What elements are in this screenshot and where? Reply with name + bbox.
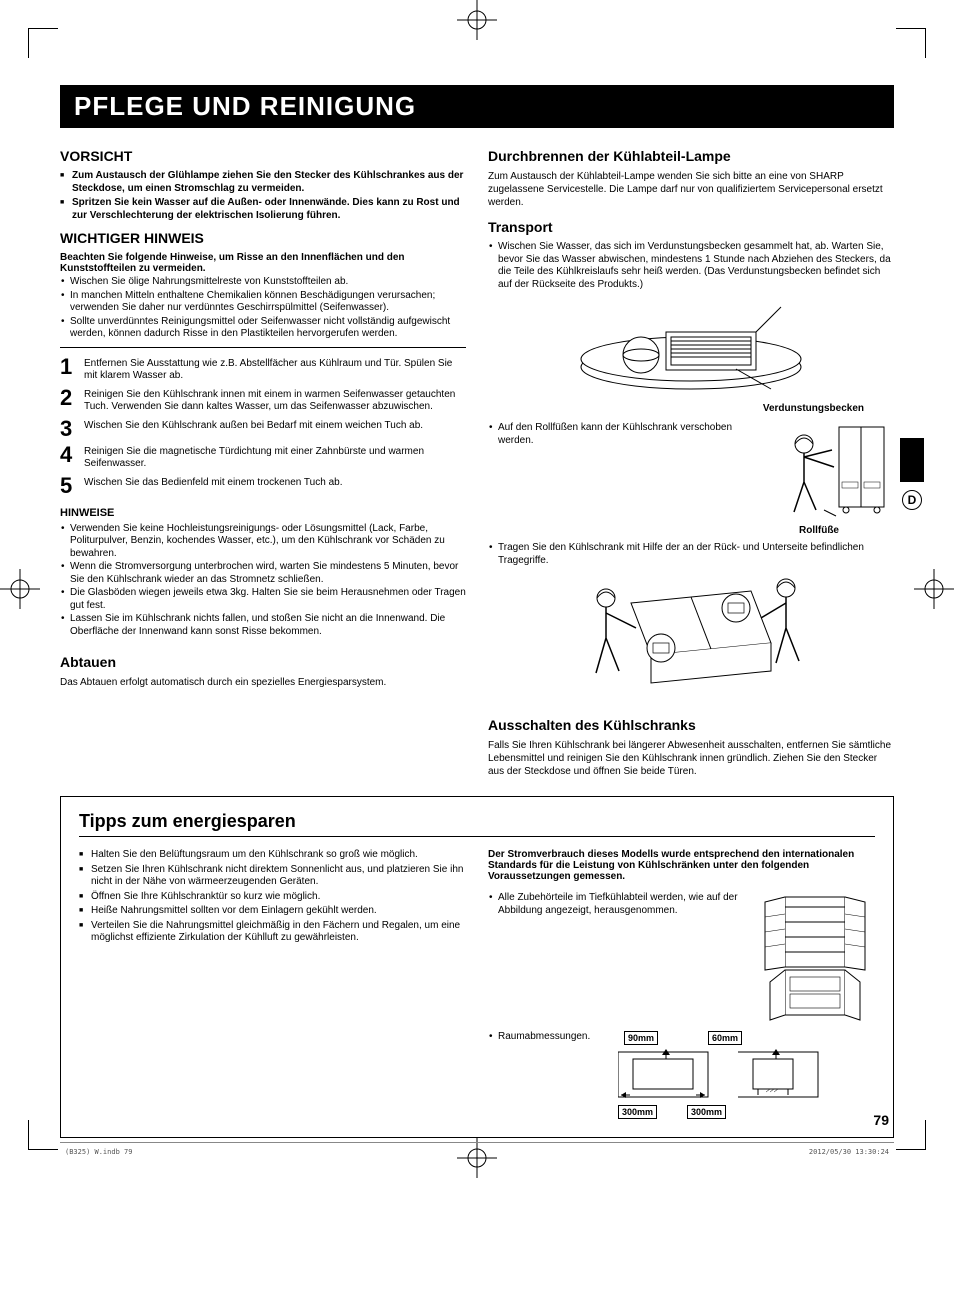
- transport-item: Auf den Rollfüßen kann der Kühlschrank v…: [488, 422, 756, 447]
- hinweise-heading: HINWEISE: [60, 507, 466, 519]
- step-number: 3: [60, 418, 78, 440]
- transport-b3: Tragen Sie den Kühlschrank mit Hilfe der…: [488, 542, 894, 567]
- tips-list: Halten Sie den Belüftungsraum um den Küh…: [79, 849, 466, 945]
- transport-b2: Auf den Rollfüßen kann der Kühlschrank v…: [488, 422, 756, 519]
- transport-b1: Wischen Sie Wasser, das sich im Verdunst…: [488, 241, 894, 291]
- dim-label: 300mm: [687, 1105, 726, 1119]
- page-title-bar: PFLEGE UND REINIGUNG: [60, 85, 894, 128]
- rollers-label: Rollfüße: [488, 525, 894, 536]
- evap-tray-figure: [488, 297, 894, 397]
- wichtig-bullet: Sollte unverdünntes Reinigungsmittel ode…: [60, 316, 466, 341]
- tips-heading: Tipps zum energiesparen: [79, 811, 875, 832]
- step-number: 2: [60, 387, 78, 414]
- separator: [60, 347, 466, 348]
- step-text: Reinigen Sie die magnetische Türdichtung…: [84, 444, 466, 471]
- ausschalten-body: Falls Sie Ihren Kühlschrank bei längerer…: [488, 739, 894, 778]
- wichtig-bullet: Wischen Sie ölige Nahrungsmittelreste vo…: [60, 276, 466, 289]
- left-column: VORSICHT Zum Austausch der Glühlampe zie…: [60, 148, 466, 784]
- cleaning-steps: 1Entfernen Sie Ausstattung wie z.B. Abst…: [60, 356, 466, 497]
- tips-right: Der Stromverbrauch dieses Modells wurde …: [488, 849, 875, 1119]
- hinweise-item: Verwenden Sie keine Hochleistungsreinigu…: [60, 523, 466, 561]
- lampe-heading: Durchbrennen der Kühlabteil-Lampe: [488, 148, 894, 164]
- vorsicht-item: Zum Austausch der Glühlampe ziehen Sie d…: [60, 170, 466, 195]
- tips-item: Heiße Nahrungsmittel sollten vor dem Ein…: [79, 905, 466, 918]
- footer-left: (B325) W.indb 79: [65, 1148, 132, 1156]
- vorsicht-item: Spritzen Sie kein Wasser auf die Außen- …: [60, 197, 466, 222]
- transport-item: Wischen Sie Wasser, das sich im Verdunst…: [488, 241, 894, 291]
- tips-left: Halten Sie den Belüftungsraum um den Küh…: [79, 849, 466, 1119]
- wichtig-bullet: In manchen Mitteln enthaltene Chemikalie…: [60, 290, 466, 315]
- lampe-body: Zum Austausch der Kühlabteil-Lampe wende…: [488, 170, 894, 209]
- fridge-open-figure: [755, 892, 875, 1025]
- step-text: Wischen Sie das Bedienfeld mit einem tro…: [84, 475, 342, 497]
- dim-label: 300mm: [618, 1105, 657, 1119]
- tips-intro: Der Stromverbrauch dieses Modells wurde …: [488, 849, 875, 882]
- tips-item: Setzen Sie Ihren Kühlschrank nicht direk…: [79, 864, 466, 889]
- abtauen-heading: Abtauen: [60, 654, 466, 670]
- tips-r1: Alle Zubehörteile im Tiefkühlabteil werd…: [488, 892, 745, 918]
- right-column: Durchbrennen der Kühlabteil-Lampe Zum Au…: [488, 148, 894, 784]
- page-number: 79: [873, 1112, 889, 1128]
- tips-r-item: Raumabmessungen.: [488, 1031, 608, 1044]
- dim-label: 60mm: [708, 1031, 742, 1045]
- hinweise-item: Die Glasböden wiegen jeweils etwa 3kg. H…: [60, 587, 466, 612]
- evap-label: Verdunstungsbecken: [488, 403, 894, 414]
- hinweise-list: Verwenden Sie keine Hochleistungsreinigu…: [60, 523, 466, 639]
- hinweise-item: Lassen Sie im Kühlschrank nichts fallen,…: [60, 613, 466, 638]
- step-text: Reinigen Sie den Kühlschrank innen mit e…: [84, 387, 466, 414]
- tips-item: Halten Sie den Belüftungsraum um den Küh…: [79, 849, 466, 862]
- abtauen-body: Das Abtauen erfolgt automatisch durch ei…: [60, 676, 466, 689]
- footer-rule: [60, 1142, 894, 1143]
- tips-box: Tipps zum energiesparen Halten Sie den B…: [60, 796, 894, 1138]
- step-number: 1: [60, 356, 78, 383]
- vorsicht-heading: VORSICHT: [60, 148, 466, 164]
- tips-rule: [79, 836, 875, 837]
- tips-r-item: Alle Zubehörteile im Tiefkühlabteil werd…: [488, 892, 745, 917]
- transport-item: Tragen Sie den Kühlschrank mit Hilfe der…: [488, 542, 894, 567]
- dim-label: 90mm: [624, 1031, 658, 1045]
- footer-right: 2012/05/30 13:30:24: [809, 1148, 889, 1156]
- step-number: 5: [60, 475, 78, 497]
- transport-heading: Transport: [488, 219, 894, 235]
- tips-item: Öffnen Sie Ihre Kühlschranktür so kurz w…: [79, 891, 466, 904]
- step-text: Entfernen Sie Ausstattung wie z.B. Abste…: [84, 356, 466, 383]
- wichtig-intro: Beachten Sie folgende Hinweise, um Risse…: [60, 252, 466, 274]
- room-dims-figure: 90mm 60mm: [618, 1031, 828, 1119]
- step-text: Wischen Sie den Kühlschrank außen bei Be…: [84, 418, 423, 440]
- wichtig-bullets: Wischen Sie ölige Nahrungsmittelreste vo…: [60, 276, 466, 341]
- wichtig-heading: WICHTIGER HINWEIS: [60, 230, 466, 246]
- step-number: 4: [60, 444, 78, 471]
- rollers-figure: [764, 422, 894, 525]
- page-title: PFLEGE UND REINIGUNG: [74, 91, 880, 122]
- vorsicht-list: Zum Austausch der Glühlampe ziehen Sie d…: [60, 170, 466, 222]
- tips-r2: Raumabmessungen.: [488, 1031, 608, 1045]
- ausschalten-heading: Ausschalten des Kühlschranks: [488, 717, 894, 733]
- carry-figure: [488, 573, 894, 703]
- tips-item: Verteilen Sie die Nahrungsmittel gleichm…: [79, 920, 466, 945]
- hinweise-item: Wenn die Stromversorgung unterbrochen wi…: [60, 561, 466, 586]
